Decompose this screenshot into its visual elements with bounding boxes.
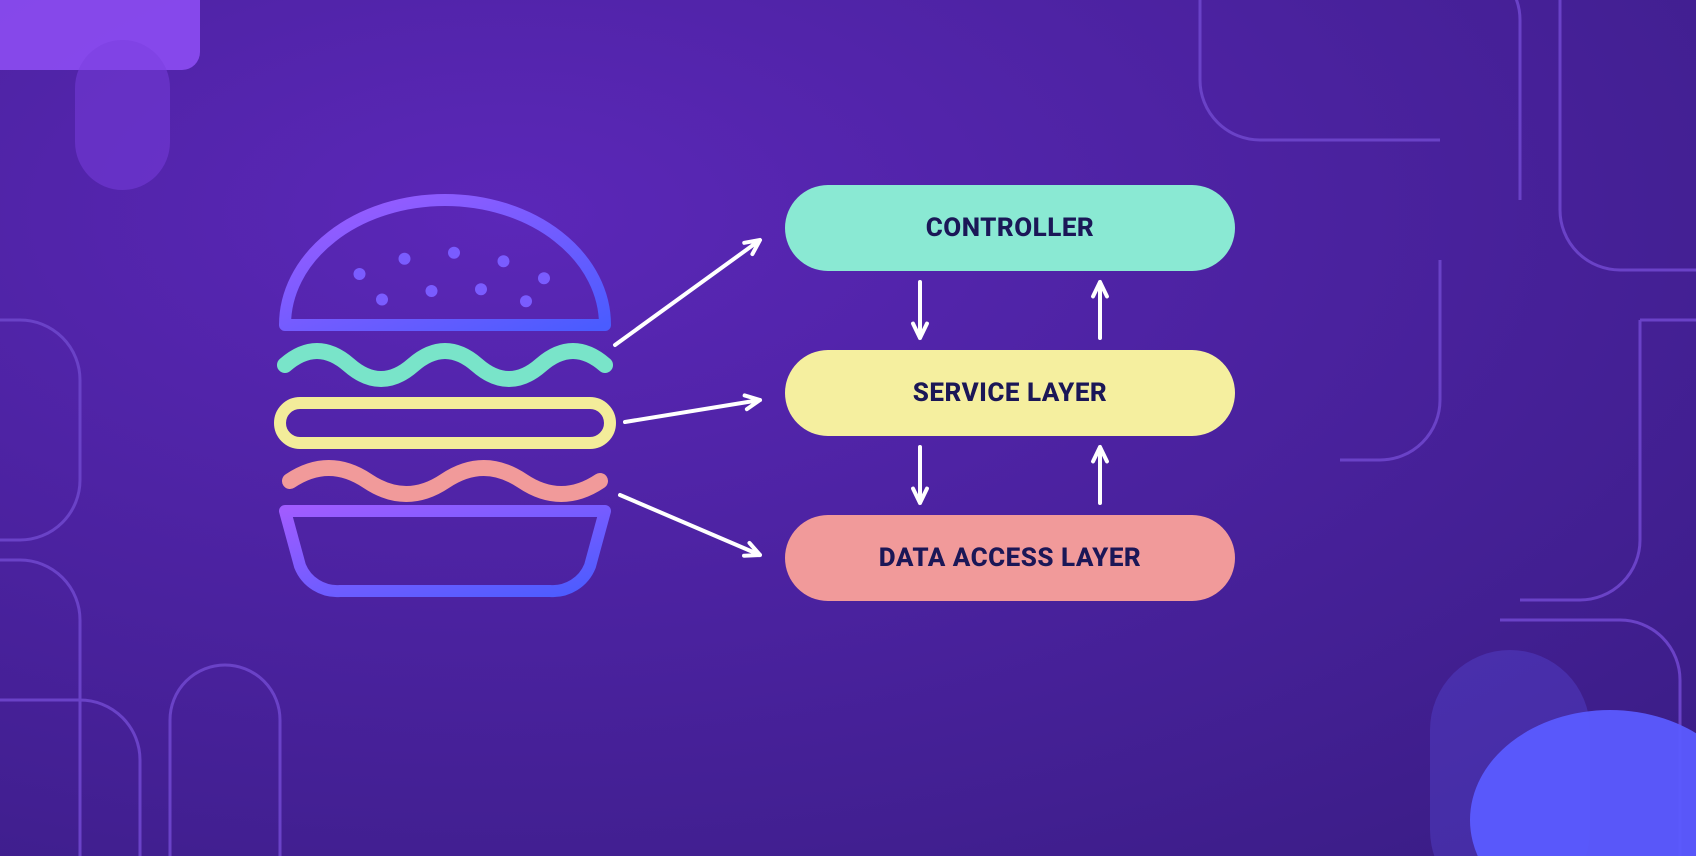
layer-controller: CONTROLLER xyxy=(785,185,1235,271)
blob-top-left-pill xyxy=(75,40,170,190)
diagram-stage: CONTROLLER SERVICE LAYER DATA ACCESS LAYER xyxy=(0,0,1696,856)
layer-data-access: DATA ACCESS LAYER xyxy=(785,515,1235,601)
layer-service: SERVICE LAYER xyxy=(785,350,1235,436)
